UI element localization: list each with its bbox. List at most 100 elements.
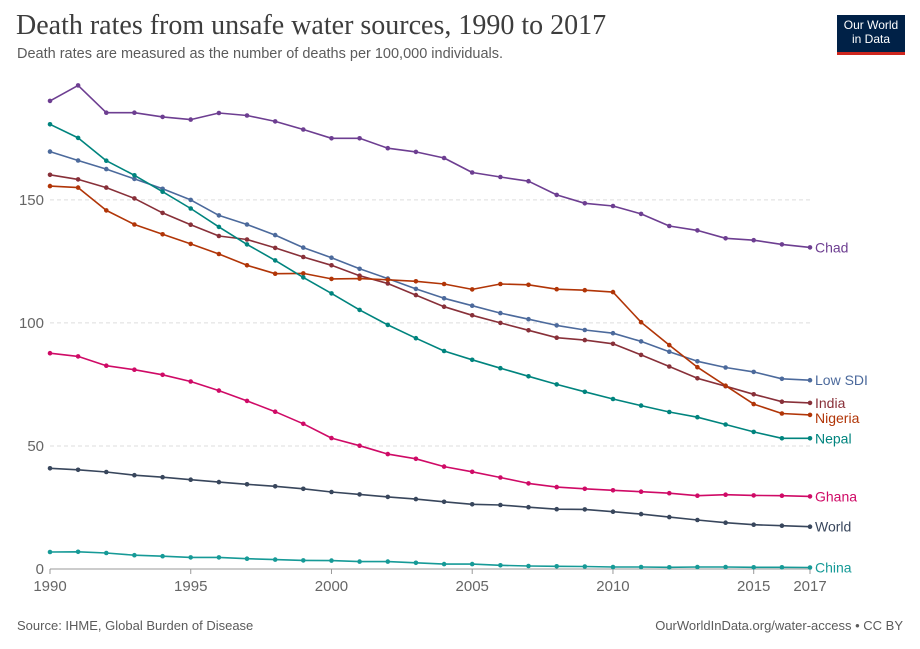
series-line-nigeria[interactable] (49, 185, 811, 416)
data-point[interactable] (47, 466, 53, 471)
data-point[interactable] (329, 435, 334, 441)
data-point[interactable] (526, 328, 531, 333)
data-point[interactable] (47, 122, 53, 127)
data-point[interactable] (244, 482, 250, 487)
data-point[interactable] (695, 359, 700, 364)
data-point[interactable] (329, 291, 334, 296)
data-point[interactable] (385, 277, 391, 283)
series-label-china[interactable]: China (815, 560, 852, 576)
data-point[interactable] (498, 365, 503, 371)
data-point[interactable] (779, 376, 785, 382)
data-point[interactable] (695, 414, 700, 420)
data-point[interactable] (188, 222, 193, 227)
data-point[interactable] (807, 436, 813, 441)
data-point[interactable] (751, 237, 756, 243)
data-point[interactable] (667, 514, 672, 520)
data-point[interactable] (75, 185, 81, 190)
data-point[interactable] (807, 400, 813, 406)
data-point[interactable] (807, 412, 813, 418)
data-point[interactable] (413, 560, 419, 566)
data-point[interactable] (469, 561, 475, 567)
data-point[interactable] (329, 263, 334, 268)
series-label-ghana[interactable]: Ghana (815, 488, 857, 504)
data-point[interactable] (188, 197, 193, 203)
data-point[interactable] (132, 110, 137, 115)
data-point[interactable] (47, 172, 53, 178)
source-note[interactable]: Source: IHME, Global Burden of Disease (17, 618, 254, 633)
data-point[interactable] (610, 488, 616, 493)
data-point[interactable] (188, 241, 193, 247)
data-point[interactable] (667, 565, 672, 570)
data-point[interactable] (469, 303, 475, 309)
data-point[interactable] (441, 155, 447, 161)
data-point[interactable] (132, 173, 137, 178)
data-point[interactable] (357, 443, 362, 449)
data-point[interactable] (526, 374, 531, 379)
data-point[interactable] (723, 492, 728, 498)
data-point[interactable] (272, 409, 278, 415)
data-point[interactable] (610, 203, 616, 209)
data-point[interactable] (329, 489, 334, 495)
data-point[interactable] (638, 511, 644, 517)
data-point[interactable] (357, 136, 362, 141)
data-point[interactable] (75, 354, 81, 359)
data-point[interactable] (469, 170, 475, 175)
data-point[interactable] (667, 364, 672, 369)
data-point[interactable] (301, 271, 306, 276)
data-point[interactable] (667, 490, 672, 496)
data-point[interactable] (413, 149, 419, 155)
data-point[interactable] (329, 558, 334, 563)
data-point[interactable] (779, 436, 785, 441)
data-point[interactable] (582, 486, 588, 492)
data-point[interactable] (695, 376, 700, 381)
data-point[interactable] (244, 556, 250, 561)
data-point[interactable] (413, 335, 419, 341)
series-label-low-sdi[interactable]: Low SDI (815, 372, 868, 388)
data-point[interactable] (498, 475, 503, 480)
owid-logo[interactable]: Our World in Data (837, 15, 905, 55)
data-point[interactable] (723, 520, 728, 525)
data-point[interactable] (498, 320, 503, 326)
data-point[interactable] (272, 258, 278, 263)
data-point[interactable] (301, 275, 306, 280)
data-point[interactable] (329, 136, 334, 141)
data-point[interactable] (751, 565, 756, 570)
data-point[interactable] (75, 135, 81, 141)
data-point[interactable] (104, 550, 109, 556)
data-point[interactable] (244, 242, 250, 247)
data-point[interactable] (751, 392, 756, 397)
data-point[interactable] (413, 286, 419, 292)
data-point[interactable] (498, 502, 503, 508)
data-point[interactable] (357, 307, 362, 313)
data-point[interactable] (610, 330, 616, 336)
data-point[interactable] (695, 493, 700, 499)
data-point[interactable] (132, 222, 137, 227)
data-point[interactable] (751, 493, 756, 498)
data-point[interactable] (75, 467, 81, 473)
data-point[interactable] (301, 254, 306, 260)
data-point[interactable] (188, 555, 193, 560)
data-point[interactable] (132, 472, 137, 478)
data-point[interactable] (272, 271, 278, 277)
data-point[interactable] (357, 276, 362, 281)
data-point[interactable] (554, 564, 559, 569)
data-point[interactable] (216, 388, 222, 393)
data-point[interactable] (216, 555, 222, 560)
data-point[interactable] (667, 349, 672, 355)
data-point[interactable] (104, 110, 109, 115)
series-line-china[interactable] (49, 550, 811, 569)
data-point[interactable] (779, 242, 785, 247)
data-point[interactable] (441, 561, 447, 567)
data-point[interactable] (638, 564, 644, 570)
data-point[interactable] (104, 158, 109, 163)
data-point[interactable] (779, 493, 785, 499)
data-point[interactable] (498, 281, 503, 287)
data-point[interactable] (216, 233, 222, 239)
data-point[interactable] (244, 263, 250, 268)
data-point[interactable] (188, 379, 193, 384)
data-point[interactable] (47, 549, 53, 555)
data-point[interactable] (132, 367, 137, 373)
data-point[interactable] (301, 486, 306, 492)
data-point[interactable] (244, 237, 250, 242)
data-point[interactable] (441, 348, 447, 354)
